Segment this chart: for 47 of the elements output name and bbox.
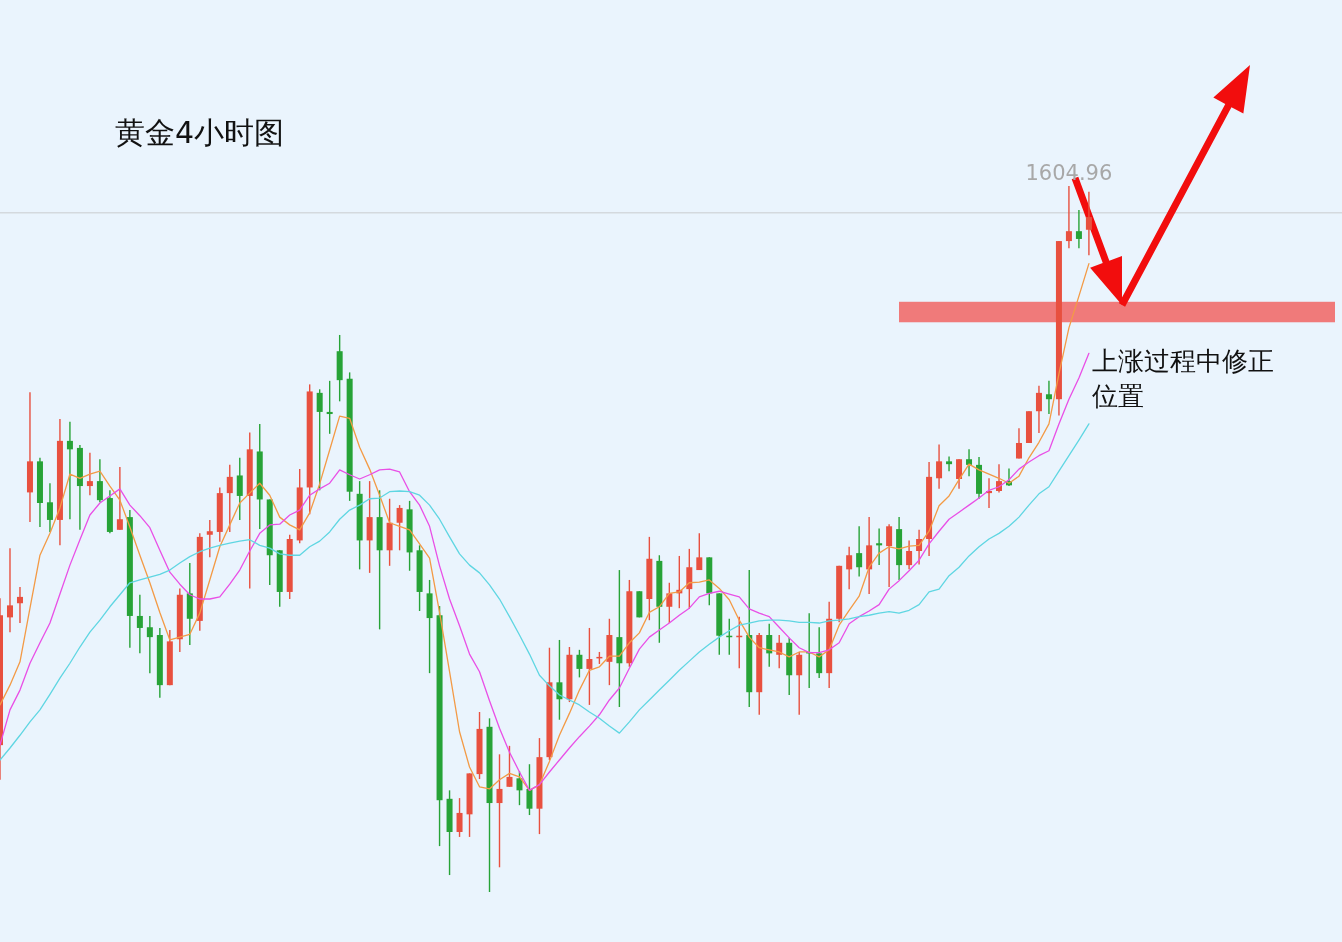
candlestick xyxy=(1085,190,1092,256)
candlestick xyxy=(236,457,243,521)
candlestick xyxy=(96,458,103,503)
candlestick xyxy=(696,532,703,571)
candlestick xyxy=(46,482,53,533)
candlestick xyxy=(936,443,943,490)
candlestick xyxy=(1035,385,1042,434)
candlestick xyxy=(66,421,73,520)
candlestick xyxy=(396,504,403,551)
candlestick xyxy=(796,651,803,716)
candlestick xyxy=(496,753,503,868)
candlestick xyxy=(526,763,533,816)
candlestick xyxy=(906,539,913,571)
candlestick xyxy=(316,388,323,491)
candlestick xyxy=(816,626,823,679)
candlestick xyxy=(966,448,973,477)
candlestick xyxy=(1045,380,1052,415)
candlestick xyxy=(876,527,883,566)
candlestick xyxy=(576,649,583,679)
candlestick xyxy=(666,582,673,624)
candlestick xyxy=(206,519,213,559)
candlestick xyxy=(586,627,593,706)
candlestick xyxy=(886,523,893,588)
candlestick xyxy=(116,466,123,531)
candlestick xyxy=(1075,209,1082,249)
candlestick xyxy=(146,615,153,674)
candlestick xyxy=(686,548,693,610)
candlestick xyxy=(506,745,513,788)
candlestick xyxy=(766,623,773,668)
candlestick xyxy=(516,770,523,806)
candlestick xyxy=(326,380,333,435)
chart-title: 黄金4小时图 xyxy=(115,115,285,150)
candlestick xyxy=(946,455,953,472)
candlestick xyxy=(456,797,463,838)
candlestick xyxy=(226,464,233,533)
candlestick xyxy=(1065,185,1072,249)
candlestick xyxy=(1015,427,1022,460)
candlestick xyxy=(86,452,93,496)
candlestick xyxy=(16,586,23,624)
candlestick xyxy=(366,480,373,574)
text: 1604.96 xyxy=(1025,161,1113,185)
candlestick xyxy=(6,547,13,633)
candlestick xyxy=(846,546,853,590)
annotation: 上涨过程中修正位置 xyxy=(1092,346,1274,411)
candlestick xyxy=(956,458,963,490)
candlestick xyxy=(136,594,143,655)
candlestick xyxy=(856,525,863,578)
